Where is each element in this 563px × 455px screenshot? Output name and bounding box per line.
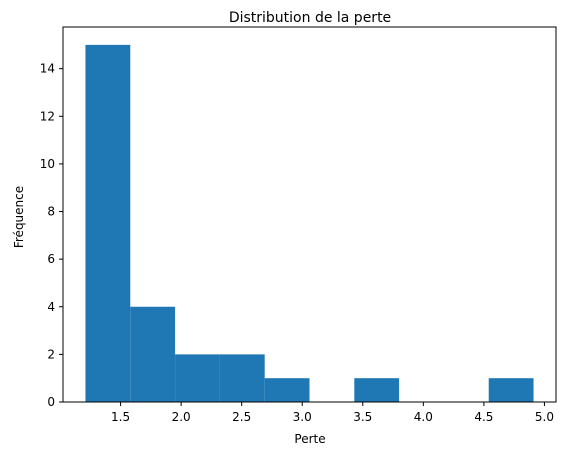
y-tick-label: 10 [40,157,55,171]
plot-frame [62,26,557,403]
bars-layer [85,44,534,402]
histogram-bar-7 [354,378,400,402]
histogram-bar-4 [219,354,265,402]
x-tick-label: 2.5 [232,410,251,424]
chart-title: Distribution de la perte [229,10,391,26]
x-tick-label: 5.0 [535,410,554,424]
y-tick-label: 0 [47,395,55,409]
x-axis-label: Perte [294,432,325,446]
y-tick-label: 4 [47,300,55,314]
histogram-bar-1 [85,44,131,402]
y-axis-ticks: 0 2 4 6 8 10 12 14 [40,62,63,409]
x-tick-label: 3.5 [353,410,372,424]
y-tick-label: 6 [47,252,55,266]
histogram-bar-2 [130,306,176,402]
y-axis-label: Fréquence [12,186,26,248]
y-tick-label: 12 [40,109,55,123]
x-tick-label: 2.0 [172,410,191,424]
y-tick-label: 8 [47,205,55,219]
x-tick-label: 4.5 [474,410,493,424]
y-tick-label: 14 [40,62,55,76]
x-tick-label: 4.0 [414,410,433,424]
y-tick-label: 2 [47,347,55,361]
x-tick-label: 3.0 [293,410,312,424]
histogram-bar-5 [264,378,310,402]
x-axis-ticks: 1.5 2.0 2.5 3.0 3.5 4.0 4.5 5.0 [111,402,554,424]
histogram-bar-10 [488,378,534,402]
histogram-bar-3 [175,354,220,402]
x-tick-label: 1.5 [111,410,130,424]
